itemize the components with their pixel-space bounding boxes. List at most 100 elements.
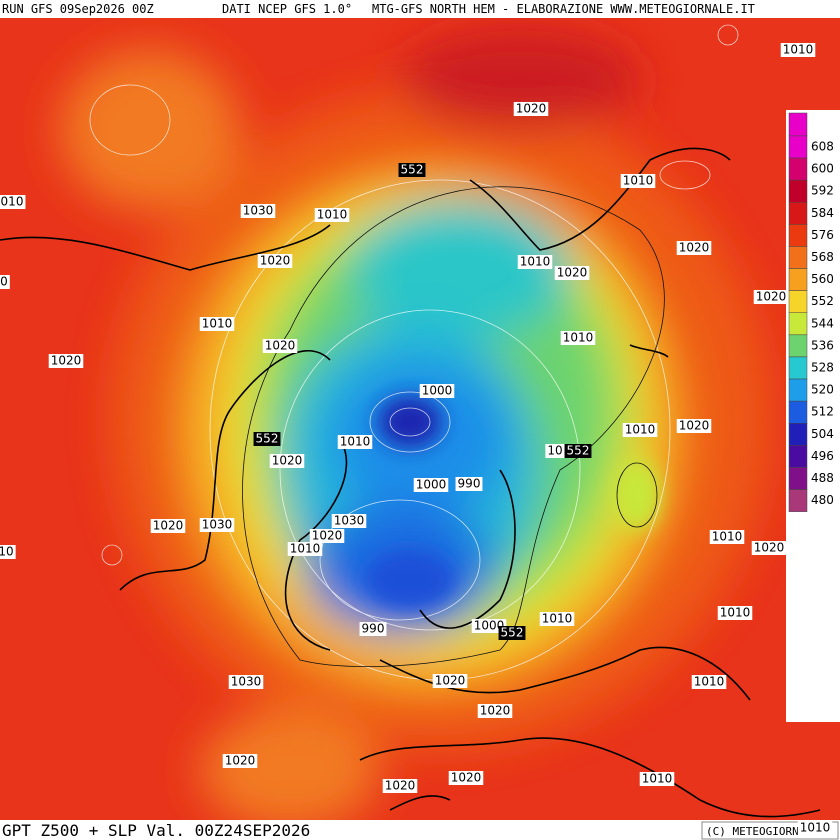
contour-label: 1010 [623,174,654,188]
contour-label: 1010 [642,772,673,786]
contour-label-box [691,675,727,689]
colorbar-label: 504 [811,427,834,441]
footer-bar [0,820,840,840]
copyright: (C) METEOGIORNALE [706,825,819,838]
contour-label: 1010 [290,542,321,556]
contour-label: 1010 [800,821,831,835]
colorbar-swatch [788,423,808,446]
contour-label-box [413,478,449,492]
colorbar-swatch [788,378,808,402]
contour-label-box [717,606,753,620]
contour-label: 1030 [231,675,262,689]
contour-label-box [359,622,387,636]
contour-label-box [751,541,787,555]
contour-label: 1010 [520,255,551,269]
contour-label-box [253,432,281,446]
contour-label: 1020 [451,771,482,785]
contour-label-box [753,290,789,304]
colorbar-swatch [788,157,808,181]
contour-labels: 1010 1020 552 1010 010 1030 1010 1020 1010 1020 10… [0,43,833,835]
colorbar-label: 512 [811,405,834,419]
contour-label: 1020 [679,419,710,433]
contour-label: 1020 [754,541,785,555]
colorbar-swatch [788,202,808,225]
contour-label-box [269,454,305,468]
contour-label-box [331,514,367,528]
colorbar-swatch [788,334,808,358]
contour-label: 1000 [422,384,453,398]
contour-label: 552 [567,444,590,458]
header-bar [0,0,840,18]
contour-label: 1020 [679,241,710,255]
colorbar-label: 584 [811,206,834,220]
colorbar-swatch [788,356,808,380]
low-cores [365,396,661,610]
contour-label-box [287,542,323,556]
height-contours [242,186,665,667]
contour-label: 1000 [474,619,505,633]
contour-label: 1020 [272,454,303,468]
colorbar-label: 552 [811,294,834,308]
contour-label: 1000 [416,478,447,492]
contour-label-box [780,43,816,57]
colorbar-label: 608 [811,140,834,154]
colorbar-label: 496 [811,449,834,463]
contour-label: 1020 [225,754,256,768]
contour-label: 990 [362,622,385,636]
colorbar-swatch [788,400,808,424]
data-source: DATI NCEP GFS 1.0° [222,2,352,16]
contour-label: 1020 [516,102,547,116]
contour-label: 552 [256,432,279,446]
contour-label: 0 [0,275,8,289]
contour-label: 1010 [694,675,725,689]
credit: MTG-GFS NORTH HEM - ELABORAZIONE WWW.MET… [372,2,755,16]
colorbar-label: 480 [811,493,834,507]
contour-label-box [709,530,745,544]
colorbar-label: 568 [811,250,834,264]
contour-label: 1010 [340,435,371,449]
colorbar-label: 536 [811,338,834,352]
colorbar-label: 528 [811,361,834,375]
contour-label-box [432,674,468,688]
contour-label: 1020 [260,254,291,268]
contour-label-box [222,754,258,768]
colorbar-label: 592 [811,184,834,198]
colorbar-swatch [788,445,808,468]
contour-label-box [0,195,26,209]
colorbar-swatch [788,179,808,203]
contour-label: 1020 [557,266,588,280]
contour-label: 1020 [756,290,787,304]
colorbar-label: 600 [811,162,834,176]
colorbar: 608 600 592 584 576 568 560 552 544 536 528 520 512 5… [786,110,840,722]
contour-label-box [477,704,513,718]
contour-label-box [517,255,553,269]
contour-label-box [48,354,84,368]
contour-label-box [262,339,298,353]
contour-label: 552 [401,163,424,177]
colorbar-swatch [788,312,808,336]
contour-label-box [309,529,345,543]
colorbar-swatch [788,135,808,159]
contour-label: 1010 [202,317,233,331]
colorbar-swatch [788,290,808,313]
contour-label-box [382,779,418,793]
contour-label-box [554,266,590,280]
contour-label: 1010 [783,43,814,57]
contour-label-box [471,619,507,633]
contour-label: 990 [458,477,481,491]
colorbar-swatch [788,268,808,291]
contour-label-box [545,444,565,458]
contour-label: 1020 [480,704,511,718]
contour-label-box [337,435,373,449]
contour-label: 1010 [542,612,573,626]
contour-label-box [455,477,483,491]
contour-label-box [240,204,276,218]
contour-label-box [419,384,455,398]
colorbar-label: 488 [811,471,834,485]
contour-label-box [676,419,712,433]
contour-label: 1010 [712,530,743,544]
contour-label: 010 [1,195,24,209]
contour-label: 1010 [563,331,594,345]
